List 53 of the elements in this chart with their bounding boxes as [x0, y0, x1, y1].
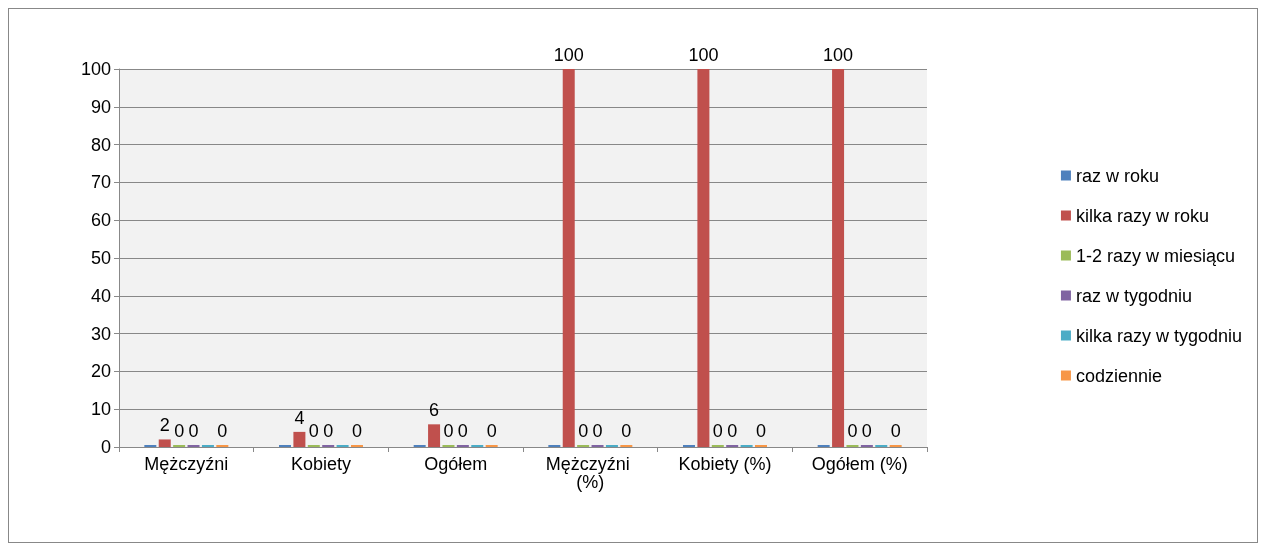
- data-label: 0: [457, 421, 468, 441]
- data-label: 0: [578, 421, 589, 441]
- data-label: 0: [188, 421, 199, 441]
- data-label: 0: [847, 421, 858, 441]
- y-tick-label: 50: [90, 248, 111, 268]
- legend-label: codziennie: [1075, 365, 1162, 386]
- data-label: 0: [755, 421, 767, 441]
- data-label: 100: [823, 45, 854, 65]
- legend-label: kilka razy w roku: [1075, 205, 1209, 226]
- bar: [428, 424, 441, 447]
- data-label: 6: [429, 400, 440, 421]
- y-tick-label: 30: [90, 323, 111, 344]
- data-label: 0: [308, 421, 319, 441]
- y-tick-label: 100: [80, 59, 111, 79]
- x-tick-label: Mężczyźni (%): [545, 454, 635, 492]
- x-tick-label: Mężczyźni: [144, 454, 229, 474]
- legend-label: kilka razy w tygodniu: [1075, 325, 1243, 346]
- data-label: 0: [323, 421, 334, 441]
- data-label: 100: [688, 45, 719, 65]
- data-label: 0: [861, 421, 872, 441]
- bar: [697, 69, 710, 447]
- x-tick-label: Kobiety: [290, 454, 352, 474]
- y-tick-label: 70: [90, 172, 111, 193]
- data-label: 0: [486, 421, 497, 441]
- y-tick-label: 90: [90, 96, 111, 117]
- data-label: 4: [294, 407, 305, 428]
- x-tick-label: Kobiety (%): [678, 454, 772, 474]
- data-label: 0: [712, 421, 723, 441]
- data-label: 0: [351, 421, 363, 441]
- x-tick-label: Ogółem: [424, 454, 488, 474]
- bar: [562, 69, 575, 447]
- data-label: 0: [727, 421, 738, 441]
- y-tick-label: 10: [90, 399, 111, 420]
- y-tick-label: 80: [90, 134, 111, 155]
- data-label: 2: [159, 415, 170, 436]
- data-label: 0: [621, 421, 632, 441]
- bar: [832, 69, 845, 447]
- data-label: 0: [890, 421, 901, 441]
- legend-label: 1-2 razy w miesiącu: [1075, 245, 1235, 266]
- bar: [158, 439, 171, 447]
- bar: [293, 431, 306, 447]
- data-label: 0: [592, 421, 603, 441]
- legend-label: raz w roku: [1075, 165, 1159, 186]
- y-tick-label: 0: [100, 437, 111, 457]
- y-tick-label: 60: [90, 210, 111, 231]
- legend-label: raz w tygodniu: [1075, 285, 1192, 306]
- y-tick-label: 40: [90, 285, 111, 306]
- data-label: 100: [553, 45, 584, 65]
- data-label: 0: [217, 421, 228, 441]
- data-label: 0: [174, 421, 185, 441]
- y-tick-label: 20: [90, 361, 111, 382]
- x-tick-label: Ogółem (%): [811, 454, 908, 474]
- data-label: 0: [443, 421, 454, 441]
